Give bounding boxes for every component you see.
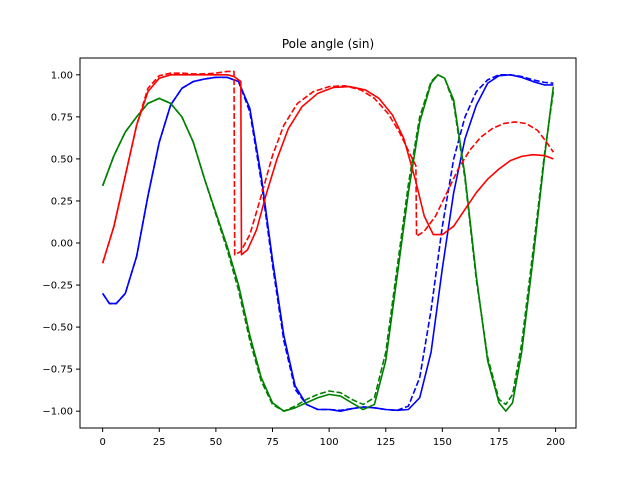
y-tick-label: −0.75 [42, 365, 73, 376]
x-tick-label: 50 [210, 437, 223, 448]
y-tick-label: 0.50 [51, 154, 73, 165]
y-tick-label: 0.75 [51, 112, 73, 123]
x-tick-label: 125 [376, 437, 395, 448]
plot-lines [101, 70, 555, 412]
x-tick-label: 75 [266, 437, 279, 448]
y-tick-label: −0.50 [42, 323, 73, 334]
plot-frame [79, 57, 577, 429]
x-tick-label: 100 [320, 437, 339, 448]
x-tick-label: 0 [99, 437, 105, 448]
series-line-4 [101, 74, 554, 264]
y-tick-label: 0.25 [51, 196, 73, 207]
y-tick-label: −1.00 [42, 407, 73, 418]
series-line-0 [101, 74, 554, 412]
series-line-2 [101, 74, 555, 412]
x-tick-label: 200 [546, 437, 565, 448]
series-line-3 [101, 74, 555, 412]
x-tick-label: 150 [433, 437, 452, 448]
y-axis: −1.00 −0.75 −0.50 −0.25 0.00 0.25 0.50 0.75 1.00 [42, 70, 80, 418]
chart-title: Pole angle (sin) [282, 37, 374, 51]
y-tick-label: 1.00 [51, 70, 73, 81]
y-tick-label: −0.25 [42, 281, 73, 292]
series-line-5 [101, 70, 555, 264]
series-line-1 [101, 74, 554, 412]
x-axis: 0 25 50 75 100 125 150 175 200 [99, 428, 565, 448]
x-tick-label: 25 [153, 437, 166, 448]
x-tick-label: 175 [489, 437, 508, 448]
y-tick-label: 0.00 [51, 239, 73, 250]
